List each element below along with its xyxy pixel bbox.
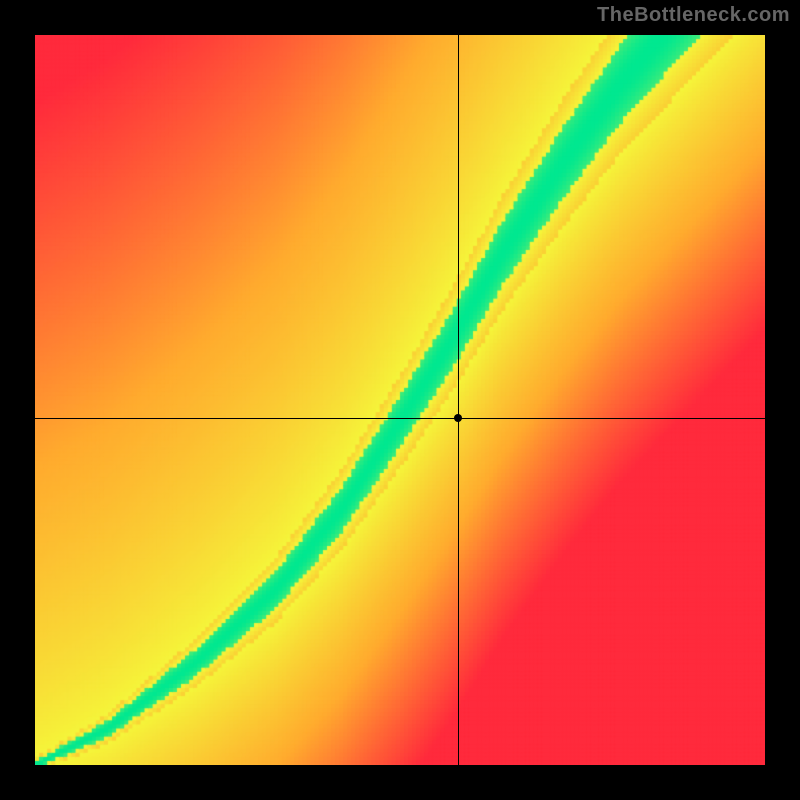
crosshair-vertical bbox=[458, 35, 459, 765]
chart-container: TheBottleneck.com bbox=[0, 0, 800, 800]
crosshair-horizontal bbox=[35, 418, 765, 419]
crosshair-marker bbox=[454, 414, 462, 422]
heatmap-canvas bbox=[35, 35, 765, 765]
plot-area bbox=[35, 35, 765, 765]
watermark-text: TheBottleneck.com bbox=[597, 4, 790, 27]
